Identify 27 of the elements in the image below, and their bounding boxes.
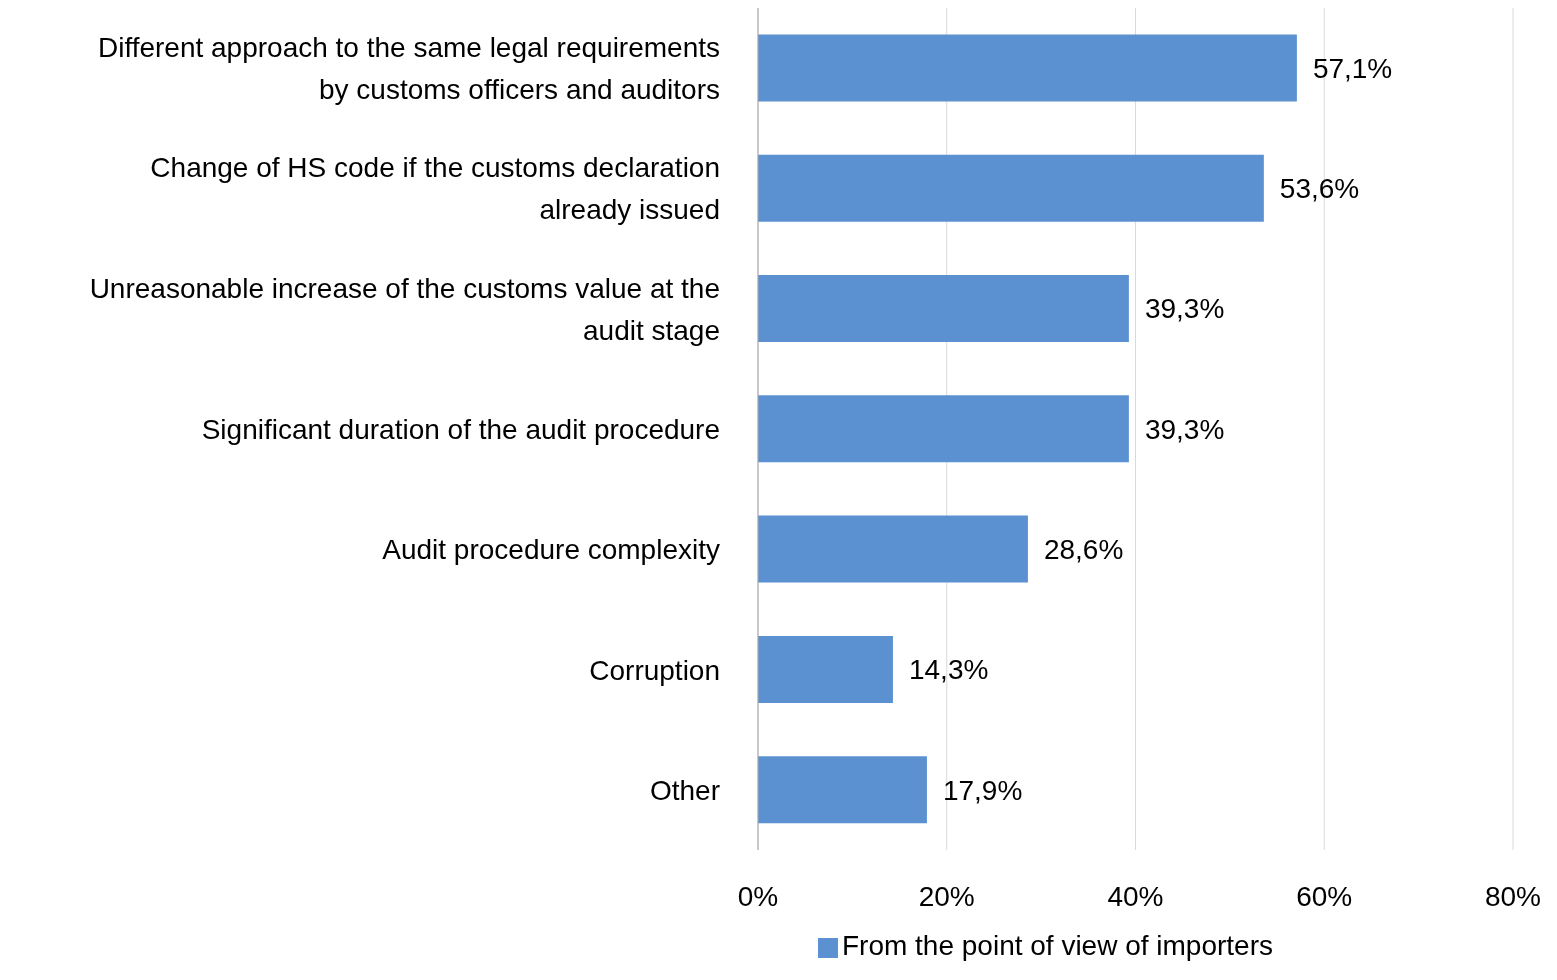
y-tick-label: Corruption	[589, 654, 720, 686]
bar	[758, 275, 1129, 343]
data-label: 57,1%	[1312, 52, 1393, 84]
y-tick-label: Different approach to the same legal requirements by customs officers and auditors	[97, 31, 720, 105]
y-tick-label: Other	[649, 774, 720, 806]
y-tick-label: Significant duration of the audit procedure	[201, 413, 720, 445]
data-label: 39,3%	[1144, 293, 1225, 325]
x-tick-label: 20%	[918, 880, 975, 912]
data-label: 17,9%	[942, 774, 1023, 806]
data-label: 14,3%	[908, 654, 989, 686]
bar	[758, 756, 927, 824]
bar	[758, 154, 1264, 222]
x-tick-label: 40%	[1107, 880, 1164, 912]
bar	[758, 515, 1028, 583]
bar	[758, 34, 1297, 102]
data-label: 39,3%	[1144, 413, 1225, 445]
legend-label: From the point of view of importers	[841, 930, 1274, 961]
data-label: 28,6%	[1043, 534, 1124, 566]
x-tick-label: 60%	[1296, 880, 1353, 912]
y-tick-label: Audit procedure complexity	[382, 533, 720, 565]
data-label: 53,6%	[1279, 173, 1360, 205]
y-tick-label: Unreasonable increase of the customs value at the audit stage	[89, 272, 720, 346]
x-tick-label: 80%	[1484, 880, 1542, 912]
bar	[758, 635, 893, 703]
x-tick-label: 0%	[737, 880, 779, 912]
bar	[758, 395, 1129, 463]
y-tick-label: Change of HS code if the customs declaration already issued	[150, 151, 720, 225]
